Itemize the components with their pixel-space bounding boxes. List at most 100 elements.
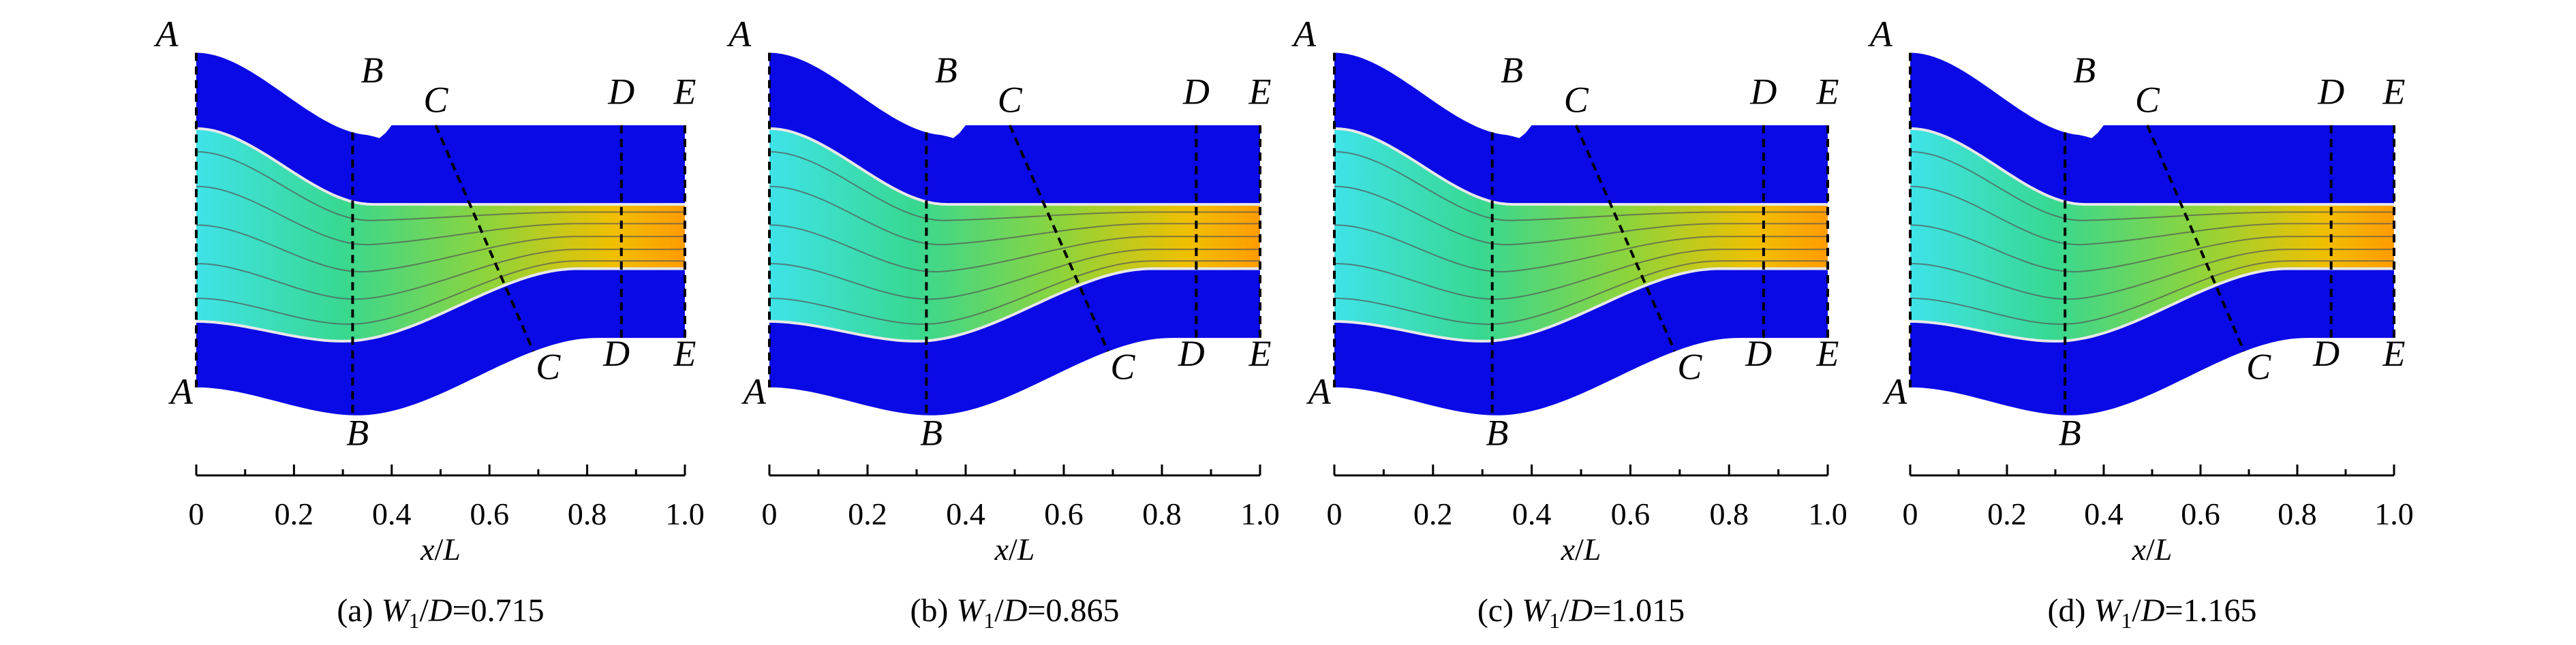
x-axis-label-part: L — [2154, 532, 2173, 567]
x-tick-label: 0.6 — [470, 497, 509, 531]
streamline — [196, 249, 685, 300]
x-axis-label: x/L — [2132, 532, 2173, 567]
flow-core — [1334, 128, 1828, 341]
x-tick-label: 0.2 — [1413, 497, 1453, 531]
x-axis-label: x/L — [420, 532, 461, 567]
streamline — [769, 185, 1260, 246]
x-tick-label: 0.8 — [1709, 497, 1749, 531]
caption: (d) W1/D=1.165 — [2047, 593, 2256, 633]
section-label: D — [602, 333, 630, 374]
caption-part: / — [1560, 593, 1569, 629]
flow-core — [1910, 128, 2394, 341]
streamline — [1334, 249, 1828, 300]
x-tick-label: 0.2 — [275, 497, 314, 531]
streamline — [1334, 260, 1828, 326]
caption-part: D — [2141, 593, 2165, 629]
section-label: E — [2382, 333, 2406, 374]
section-label: E — [1248, 71, 1272, 112]
x-tick-label: 1.0 — [2374, 497, 2414, 531]
section-label: A — [1882, 371, 1907, 412]
section-line — [2146, 125, 2245, 352]
section-label: B — [920, 412, 942, 453]
wall-edge — [1910, 127, 2394, 206]
streamline — [196, 260, 685, 326]
streamline — [1910, 260, 2394, 326]
caption-part: W — [2094, 593, 2123, 629]
section-label: B — [346, 412, 369, 453]
caption-part: 1 — [409, 608, 420, 633]
x-axis-label-part: / — [2146, 532, 2155, 567]
x-tick-label: 1.0 — [1808, 497, 1847, 531]
caption-part: =1.015 — [1593, 593, 1685, 629]
streamline — [1910, 151, 2394, 221]
wall-edge — [1910, 267, 2394, 343]
x-tick-label: 0.6 — [1611, 497, 1651, 531]
section-label: E — [1816, 71, 1839, 112]
wall-edge — [196, 267, 685, 343]
section-label: B — [2059, 412, 2081, 453]
section-label: A — [726, 14, 752, 54]
section-label: B — [935, 50, 957, 91]
caption-part: W — [956, 593, 986, 629]
x-tick-label: 0.4 — [1512, 497, 1552, 531]
section-label: D — [2317, 71, 2344, 112]
x-tick-label: 0.2 — [848, 497, 887, 531]
section-label: B — [1486, 412, 1508, 453]
streamline — [769, 260, 1260, 326]
section-label: E — [673, 71, 696, 112]
streamline — [769, 224, 1260, 273]
flow-core — [769, 128, 1260, 341]
x-tick-label: 0 — [1327, 497, 1343, 531]
section-line — [1008, 125, 1109, 352]
streamline — [769, 249, 1260, 300]
section-label: B — [361, 50, 384, 91]
section-label: A — [741, 371, 767, 412]
section-label: E — [2382, 71, 2406, 112]
x-tick-label: 0 — [189, 497, 204, 531]
x-tick-label: 0 — [1903, 497, 1918, 531]
caption-part: D — [1568, 593, 1593, 629]
section-line — [1574, 125, 1676, 352]
x-tick-label: 1.0 — [1240, 497, 1280, 531]
section-label: A — [1306, 371, 1332, 412]
caption-part: (a) — [337, 593, 381, 629]
section-label: A — [168, 371, 194, 412]
streamline — [1334, 151, 1828, 221]
section-label: C — [536, 347, 561, 388]
section-label: A — [1868, 14, 1893, 54]
section-label: D — [607, 71, 634, 112]
streamline — [1910, 185, 2394, 246]
section-label: D — [1178, 333, 1205, 374]
caption-part: D — [428, 593, 453, 629]
caption: (a) W1/D=0.715 — [337, 593, 544, 633]
x-tick-label: 0.4 — [946, 497, 985, 531]
caption-part: W — [382, 593, 412, 629]
caption-part: / — [2132, 593, 2141, 629]
caption-part: 1 — [1549, 608, 1560, 633]
caption-part: =0.865 — [1027, 593, 1119, 629]
streamline — [196, 185, 685, 246]
x-tick-label: 0.8 — [1142, 497, 1182, 531]
x-axis-label-part: / — [1009, 532, 1017, 567]
streamline — [769, 151, 1260, 221]
section-label: D — [1182, 71, 1210, 112]
section-label: C — [2246, 347, 2271, 388]
x-tick-label: 1.0 — [665, 497, 705, 531]
section-label: E — [1816, 333, 1839, 374]
x-axis-label-part: x — [1561, 532, 1576, 567]
caption-part: / — [994, 593, 1004, 629]
x-axis-label-part: / — [1575, 532, 1584, 567]
caption: (c) W1/D=1.015 — [1477, 593, 1685, 633]
caption-part: W — [1522, 593, 1552, 629]
x-tick-label: 0.8 — [2278, 497, 2317, 531]
section-label: D — [1745, 333, 1772, 374]
section-label: E — [673, 333, 696, 374]
wall-edge — [1334, 127, 1828, 206]
streamline — [1910, 224, 2394, 273]
section-label: D — [1749, 71, 1777, 112]
wall-edge — [769, 127, 1260, 206]
section-label: D — [2312, 333, 2340, 374]
caption-part: (c) — [1477, 593, 1522, 629]
x-axis-label-part: L — [442, 532, 461, 567]
